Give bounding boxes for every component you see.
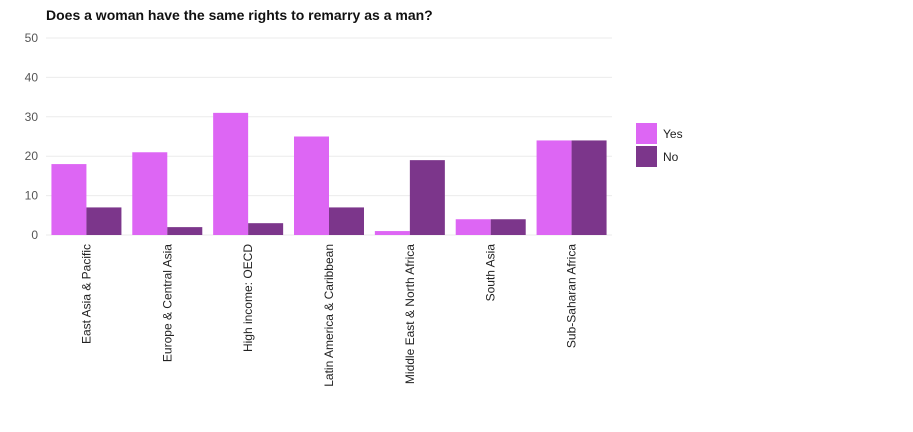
category-label-1: Europe & Central Asia [160,244,174,362]
y-tick-label-30: 30 [25,110,39,124]
legend-swatch-yes[interactable] [636,123,657,144]
category-label-3: Latin America & Caribbean [322,244,336,387]
y-tick-label-10: 10 [25,189,39,203]
bar-no-4 [409,160,445,235]
y-tick-label-20: 20 [25,149,39,163]
bar-yes-4 [374,231,410,235]
category-label-0: East Asia & Pacific [79,244,93,344]
category-label-4: Middle East & North Africa [403,244,417,384]
bar-no-5 [490,219,526,235]
y-tick-label-0: 0 [31,228,38,242]
bar-yes-2 [213,112,249,235]
y-tick-label-40: 40 [25,70,39,84]
legend[interactable]: Yes No [636,123,683,167]
bar-yes-3 [294,136,329,235]
bar-yes-6 [536,140,572,235]
bar-yes-1 [132,152,168,235]
category-label-6: Sub-Saharan Africa [565,244,579,348]
legend-swatch-no[interactable] [636,146,657,167]
bar-no-1 [167,227,203,235]
category-label-5: South Asia [484,244,498,302]
bar-no-6 [571,140,607,235]
bar-no-2 [248,223,284,235]
chart-title: Does a woman have the same rights to rem… [46,7,433,23]
x-axis-category-labels: East Asia & Pacific Europe & Central Asia… [79,244,578,387]
bars [51,112,607,235]
bar-yes-5 [455,219,491,235]
y-axis-ticks: 0 10 20 30 40 50 [25,31,39,242]
legend-label-no[interactable]: No [663,150,679,164]
y-tick-label-50: 50 [25,31,39,45]
bar-no-3 [329,207,364,235]
category-label-2: High income: OECD [241,244,255,352]
legend-label-yes[interactable]: Yes [663,127,683,141]
bar-yes-0 [51,164,87,235]
bar-no-0 [86,207,122,235]
